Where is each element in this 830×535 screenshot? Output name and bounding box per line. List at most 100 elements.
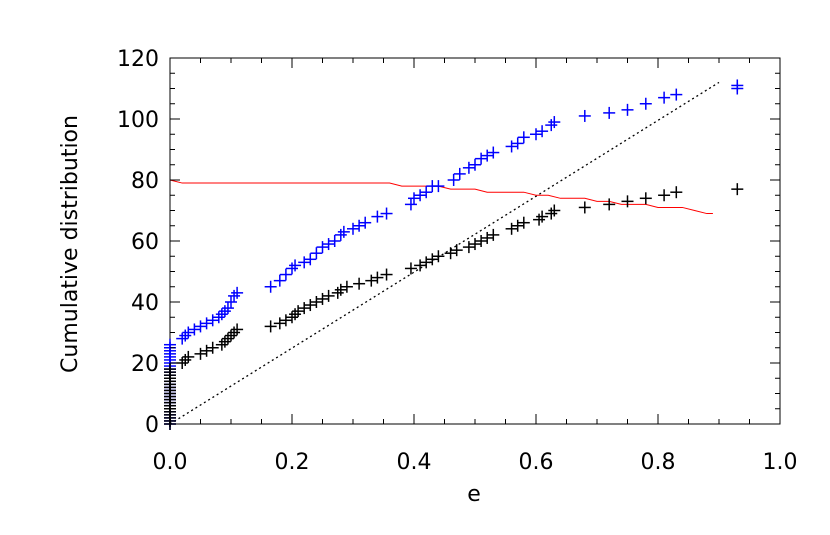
data-point [231, 286, 244, 299]
reference-diagonal-line [169, 81, 720, 425]
data-point [292, 305, 305, 318]
data-point [511, 219, 524, 232]
data-point [548, 116, 561, 129]
data-point [200, 317, 213, 330]
data-point [286, 262, 298, 275]
data-point [328, 235, 341, 247]
x-tick-label: 0.2 [275, 450, 310, 475]
data-point [322, 238, 335, 251]
data-point [511, 137, 524, 150]
data-point [289, 308, 302, 321]
data-point [264, 320, 277, 333]
data-point [218, 335, 231, 348]
data-point [545, 207, 558, 220]
data-point [578, 201, 591, 214]
data-point [334, 283, 347, 296]
data-point [414, 259, 427, 272]
data-point [279, 314, 292, 327]
x-tick-label: 0.6 [519, 450, 554, 475]
data-point [426, 253, 439, 266]
data-point [530, 128, 542, 141]
data-point [658, 91, 671, 104]
data-point [432, 250, 445, 263]
data-point [462, 241, 475, 254]
red-curve-line [169, 179, 713, 215]
data-point [487, 228, 500, 241]
data-point [420, 256, 433, 269]
data-point [670, 88, 683, 101]
data-point [337, 225, 350, 238]
data-point [215, 338, 228, 351]
data-point [404, 198, 417, 211]
data-point [408, 192, 420, 205]
data-point [298, 256, 311, 269]
data-point [621, 195, 634, 208]
data-point [404, 262, 417, 275]
data-point [164, 363, 176, 376]
data-point [380, 207, 393, 220]
data-point [331, 286, 344, 299]
y-tick-label: 20 [131, 352, 159, 377]
data-point [273, 317, 286, 330]
data-point [353, 219, 366, 232]
y-tick-label: 0 [145, 413, 159, 438]
x-tick-label: 0.0 [153, 450, 188, 475]
data-point [353, 277, 366, 290]
y-tick-label: 100 [117, 108, 159, 133]
data-point [365, 274, 378, 287]
data-point [215, 308, 228, 321]
data-point [432, 180, 445, 193]
data-point [194, 347, 207, 360]
data-point [188, 323, 201, 336]
data-point [420, 186, 433, 199]
data-point [545, 119, 558, 132]
data-point [371, 271, 384, 284]
data-point [221, 332, 234, 345]
data-point [286, 311, 298, 324]
data-point [304, 299, 317, 312]
data-point [371, 210, 384, 223]
data-point [316, 241, 329, 254]
y-tick-label: 120 [117, 47, 159, 72]
data-point [347, 222, 359, 235]
data-point [453, 167, 466, 180]
data-point [548, 204, 561, 217]
data-point [231, 323, 244, 336]
data-point [340, 280, 353, 293]
data-point [310, 296, 323, 308]
data-point [505, 222, 518, 235]
data-point [469, 158, 481, 171]
data-point [487, 146, 500, 159]
data-point [444, 247, 457, 260]
data-point [536, 210, 549, 223]
data-point [578, 109, 591, 122]
data-point [322, 289, 335, 302]
y-axis-title: Cumulative distribution [58, 115, 83, 373]
data-point [505, 140, 518, 153]
data-point [450, 244, 463, 257]
data-point [273, 274, 286, 287]
blue-series [164, 79, 744, 430]
data-point [182, 350, 195, 363]
data-point [639, 192, 652, 205]
data-point [179, 329, 192, 342]
y-tick-label: 40 [131, 291, 159, 316]
x-axis: 0.0 0.2 0.4 0.6 0.8 1.0 [153, 58, 798, 475]
data-point [200, 344, 213, 357]
data-point [481, 149, 494, 162]
data-point [536, 125, 549, 138]
data-point [304, 253, 317, 266]
data-point [731, 79, 744, 92]
data-point [334, 228, 347, 241]
black-series [164, 183, 744, 430]
data-point [670, 186, 683, 199]
data-point [289, 259, 302, 272]
data-point [621, 103, 634, 116]
data-point [221, 302, 234, 315]
data-point [176, 332, 189, 345]
data-point [475, 152, 488, 165]
y-tick-label: 60 [131, 230, 159, 255]
y-axis: 0 20 40 60 80 100 120 [117, 47, 780, 438]
